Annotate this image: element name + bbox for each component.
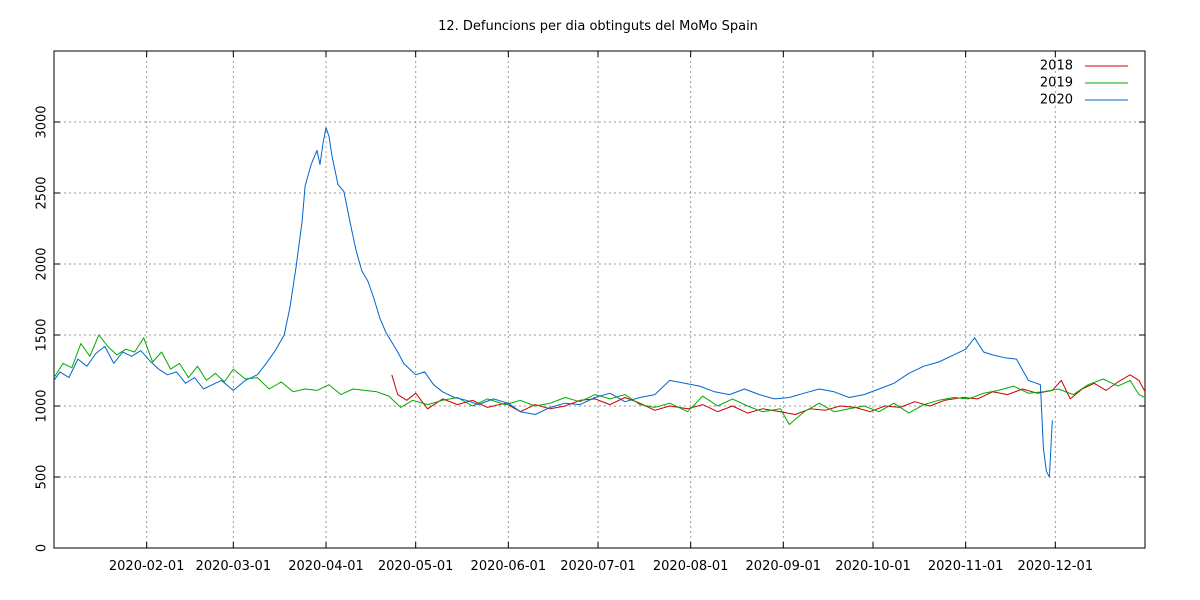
x-tick-label: 2020-07-01 [560, 559, 636, 574]
series-lines [53, 127, 1146, 478]
series-line-2020 [53, 127, 1053, 478]
legend-label: 2019 [1040, 76, 1073, 91]
y-tick-label: 2500 [35, 176, 50, 209]
chart-title: 12. Defuncions per dia obtinguts del MoM… [438, 19, 758, 34]
x-axis: 2020-02-01 2020-03-01 2020-04-01 2020-05-01… [109, 51, 1093, 574]
y-tick-label: 0 [35, 544, 50, 552]
y-tick-label: 500 [35, 465, 50, 490]
plot-area [53, 50, 1146, 549]
x-tick-label: 2020-12-01 [1018, 559, 1094, 574]
x-tick-label: 2020-02-01 [109, 559, 185, 574]
x-tick-label: 2020-10-01 [835, 559, 911, 574]
y-tick-label: 1500 [35, 318, 50, 351]
x-tick-label: 2020-09-01 [746, 559, 822, 574]
legend-label: 2018 [1040, 59, 1073, 74]
x-tick-label: 2020-11-01 [928, 559, 1004, 574]
x-tick-label: 2020-05-01 [378, 559, 454, 574]
y-axis: 0 500 1000 1500 2000 2500 3000 [35, 105, 1145, 552]
series-line-2018 [391, 374, 1146, 415]
y-tick-label: 3000 [35, 105, 50, 138]
legend-label: 2020 [1040, 93, 1073, 108]
x-tick-label: 2020-04-01 [288, 559, 364, 574]
y-tick-label: 1000 [35, 389, 50, 422]
legend: 2018 2019 2020 [1040, 59, 1128, 108]
grid [54, 51, 1145, 548]
x-tick-label: 2020-03-01 [196, 559, 272, 574]
y-tick-label: 2000 [35, 247, 50, 280]
x-tick-label: 2020-08-01 [653, 559, 729, 574]
series-line-2019 [53, 334, 1146, 425]
x-tick-label: 2020-06-01 [471, 559, 547, 574]
